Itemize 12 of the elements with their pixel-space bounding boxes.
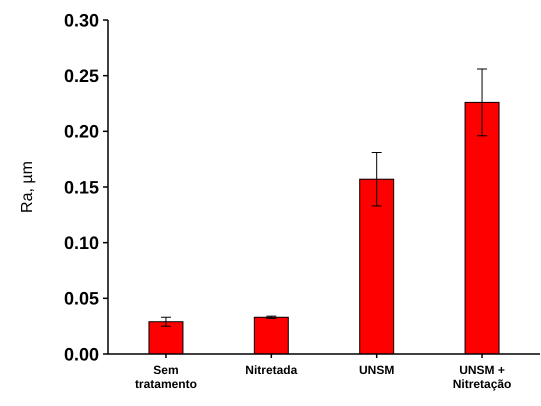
y-tick-label: 0.10 bbox=[64, 232, 99, 253]
y-tick-label: 0.15 bbox=[64, 177, 99, 198]
y-tick-label: 0.20 bbox=[64, 122, 99, 142]
x-tick-label: UNSM + Nitretação bbox=[452, 363, 512, 391]
x-tick-label: UNSM bbox=[359, 363, 394, 377]
y-axis-title: Ra, µm bbox=[19, 161, 36, 213]
y-tick-label: 0.25 bbox=[64, 66, 99, 86]
x-tick-label: Nitretada bbox=[245, 363, 298, 377]
y-tick-label: 0.30 bbox=[64, 10, 99, 30]
x-tick-label: Sem tratamento bbox=[134, 363, 197, 391]
y-tick-label: 0.00 bbox=[64, 344, 99, 364]
y-tick-label: 0.05 bbox=[64, 288, 99, 309]
